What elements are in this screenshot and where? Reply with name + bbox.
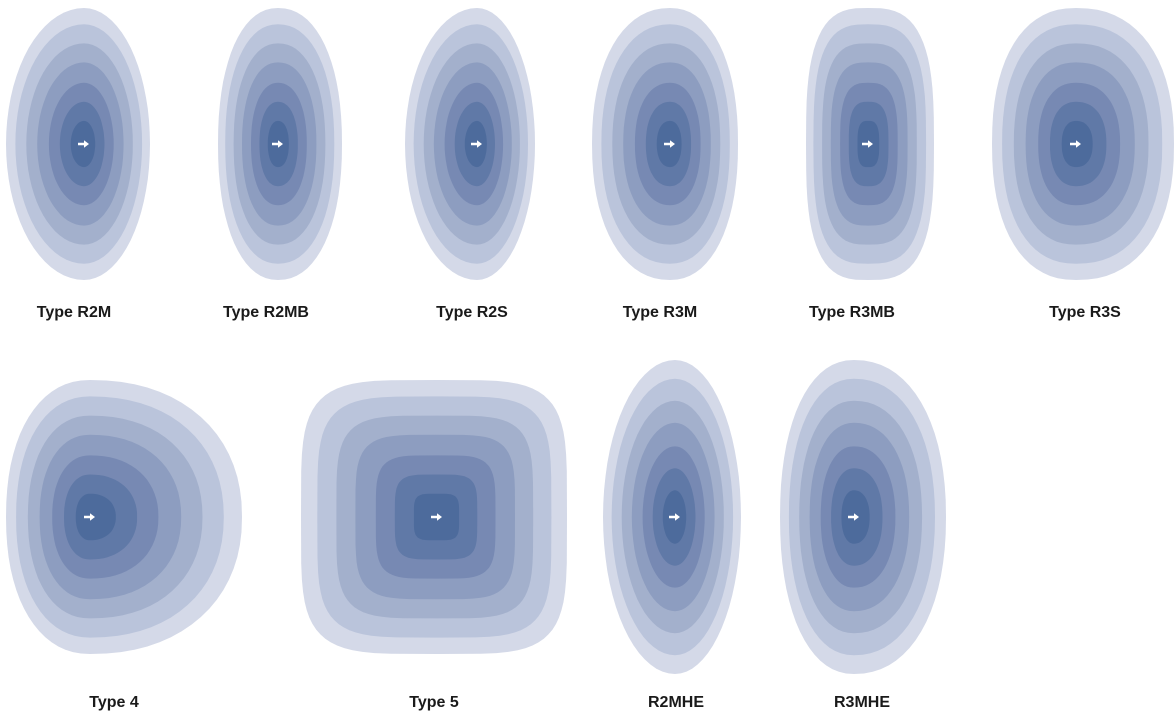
distribution-pattern bbox=[806, 8, 934, 280]
fixture-arrow bbox=[78, 140, 89, 148]
distribution-pattern bbox=[992, 8, 1174, 280]
fixture-arrow bbox=[664, 140, 675, 148]
pattern-label: Type R3M bbox=[623, 304, 697, 321]
distribution-pattern bbox=[592, 8, 738, 280]
pattern-label: Type R3S bbox=[1049, 304, 1121, 321]
distribution-pattern bbox=[405, 8, 535, 280]
fixture-arrow bbox=[431, 513, 442, 521]
pattern-label: Type R2MB bbox=[223, 304, 309, 321]
pattern-label: R3MHE bbox=[834, 694, 890, 711]
fixture-arrow bbox=[471, 140, 482, 148]
pattern-label: Type R3MB bbox=[809, 304, 895, 321]
pattern-label: Type 4 bbox=[89, 694, 139, 711]
distribution-pattern bbox=[218, 8, 342, 280]
fixture-arrow bbox=[862, 140, 873, 148]
distribution-pattern bbox=[6, 380, 242, 654]
fixture-arrow bbox=[1070, 140, 1081, 148]
fixture-arrow bbox=[848, 513, 859, 521]
distribution-pattern bbox=[6, 8, 150, 280]
distribution-pattern bbox=[301, 380, 567, 654]
pattern-label: Type 5 bbox=[409, 694, 459, 711]
distribution-pattern bbox=[603, 360, 741, 674]
fixture-arrow bbox=[669, 513, 680, 521]
pattern-label: Type R2S bbox=[436, 304, 508, 321]
fixture-arrow bbox=[84, 513, 95, 521]
fixture-arrow bbox=[272, 140, 283, 148]
pattern-label: Type R2M bbox=[37, 304, 111, 321]
pattern-label: R2MHE bbox=[648, 694, 704, 711]
contour-layer bbox=[75, 493, 116, 541]
distribution-pattern bbox=[780, 360, 946, 674]
